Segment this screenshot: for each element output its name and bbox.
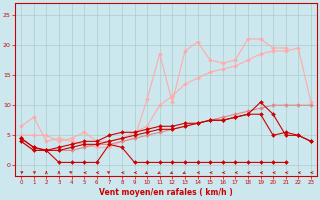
X-axis label: Vent moyen/en rafales ( km/h ): Vent moyen/en rafales ( km/h ) <box>99 188 233 197</box>
